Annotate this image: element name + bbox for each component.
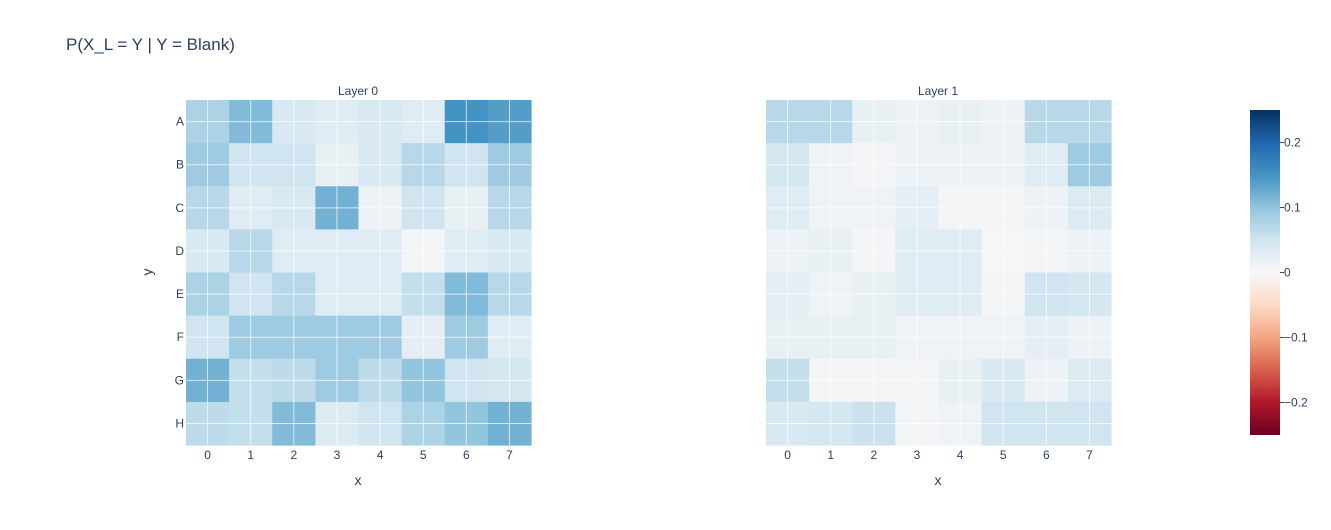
x-tick-labels: 0 1 2 3 4 5 6 7 bbox=[784, 448, 1093, 462]
x-tick-label: 7 bbox=[506, 448, 513, 462]
panel-title: Layer 0 bbox=[338, 84, 378, 98]
y-tick-label: H bbox=[175, 416, 184, 430]
colorbar-tick-label: 0 bbox=[1284, 266, 1291, 280]
colorbar: 0.2 0.1 0 −0.1 −0.2 bbox=[1250, 110, 1308, 435]
x-tick-label: 7 bbox=[1086, 448, 1093, 462]
x-tick-label: 3 bbox=[914, 448, 921, 462]
x-tick-label: 5 bbox=[1000, 448, 1007, 462]
colorbar-tick-label: −0.2 bbox=[1284, 396, 1308, 410]
colorbar-tick-label: 0.2 bbox=[1284, 136, 1301, 150]
x-tick-label: 2 bbox=[290, 448, 297, 462]
x-tick-label: 6 bbox=[1043, 448, 1050, 462]
panel-title: Layer 1 bbox=[918, 84, 958, 98]
heatmap-cells bbox=[766, 100, 1112, 446]
x-tick-label: 6 bbox=[463, 448, 470, 462]
x-tick-label: 0 bbox=[204, 448, 211, 462]
y-tick-label: D bbox=[175, 244, 184, 258]
x-axis-title: x bbox=[355, 472, 362, 488]
grid-lines bbox=[766, 100, 1111, 445]
x-tick-label: 4 bbox=[377, 448, 384, 462]
y-tick-label: F bbox=[177, 330, 184, 344]
y-tick-label: B bbox=[176, 158, 184, 172]
x-tick-label: 1 bbox=[827, 448, 834, 462]
x-tick-label: 3 bbox=[334, 448, 341, 462]
chart-title: P(X_L = Y | Y = Blank) bbox=[66, 35, 235, 54]
x-tick-label: 5 bbox=[420, 448, 427, 462]
y-tick-labels: A B C D E F G H bbox=[175, 115, 185, 431]
heatmap-panel-layer-0: Layer 0 0 1 2 3 4 5 6 7 A B C D E F G H x y bbox=[139, 84, 532, 488]
y-tick-label: C bbox=[175, 201, 184, 215]
grid-lines bbox=[186, 100, 531, 445]
y-tick-label: G bbox=[175, 373, 184, 387]
x-tick-label: 2 bbox=[870, 448, 877, 462]
colorbar-gradient bbox=[1250, 110, 1280, 435]
colorbar-tick-label: −0.1 bbox=[1284, 331, 1308, 345]
heatmap-cells bbox=[186, 100, 532, 446]
x-tick-label: 1 bbox=[247, 448, 254, 462]
x-tick-labels: 0 1 2 3 4 5 6 7 bbox=[204, 448, 513, 462]
y-tick-label: A bbox=[176, 115, 184, 129]
x-axis-title: x bbox=[935, 472, 942, 488]
x-tick-label: 4 bbox=[957, 448, 964, 462]
x-tick-label: 0 bbox=[784, 448, 791, 462]
colorbar-tick-labels: 0.2 0.1 0 −0.1 −0.2 bbox=[1280, 136, 1308, 410]
y-axis-title: y bbox=[139, 269, 155, 276]
heatmap-panel-layer-1: Layer 1 0 1 2 3 4 5 6 7 x bbox=[766, 84, 1112, 488]
colorbar-tick-label: 0.1 bbox=[1284, 201, 1301, 215]
y-tick-label: E bbox=[176, 287, 184, 301]
